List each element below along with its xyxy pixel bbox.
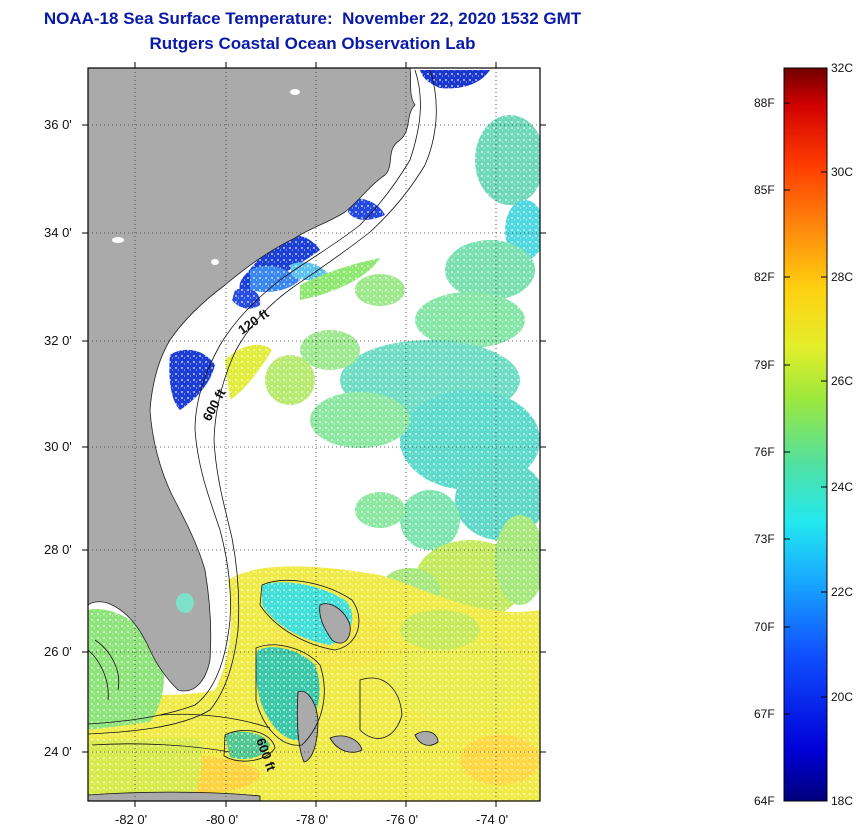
lon-label-76: -76 0' [386,812,419,827]
lat-label-30: 30 0' [44,439,72,454]
depth-contours [88,69,437,762]
colorbar-label-76f: 76F [754,445,775,459]
graticule [88,68,540,801]
colorbar [783,67,828,802]
colorbar-label-26c: 26C [831,374,854,388]
axis-ticks [82,62,546,807]
lon-label-74: -74 0' [476,812,509,827]
colorbar-label-64f: 64F [754,794,775,808]
colorbar-label-73f: 73F [754,532,775,546]
colorbar-label-32c: 32C [831,61,854,75]
colorbar-label-70f: 70F [754,620,775,634]
colorbar-label-20c: 20C [831,690,854,704]
map-subtitle: Rutgers Coastal Ocean Observation Lab [149,34,476,53]
colorbar-ticks [784,102,827,715]
colorbar-label-28c: 28C [831,270,854,284]
lat-label-24: 24 0' [44,744,72,759]
lon-label-78: -78 0' [296,812,329,827]
lat-label-28: 28 0' [44,542,72,557]
lat-label-34: 34 0' [44,225,72,240]
lat-label-36: 36 0' [44,117,72,132]
colorbar-label-24c: 24C [831,480,854,494]
land-mass [88,68,439,801]
colorbar-label-82f: 82F [754,270,775,284]
colorbar-label-18c: 18C [831,794,854,808]
colorbar-label-30c: 30C [831,165,854,179]
map-frame [87,67,541,802]
colorbar-label-67f: 67F [754,707,775,721]
colorbar-label-22c: 22C [831,585,854,599]
colorbar-label-85f: 85F [754,183,775,197]
colorbar-label-88f: 88F [754,96,775,110]
map-title: NOAA-18 Sea Surface Temperature: Novembe… [43,9,582,28]
lon-label-82: -82 0' [115,812,148,827]
lat-label-26: 26 0' [44,644,72,659]
lon-label-80: -80 0' [206,812,239,827]
lat-label-32: 32 0' [44,333,72,348]
colorbar-label-79f: 79F [754,358,775,372]
